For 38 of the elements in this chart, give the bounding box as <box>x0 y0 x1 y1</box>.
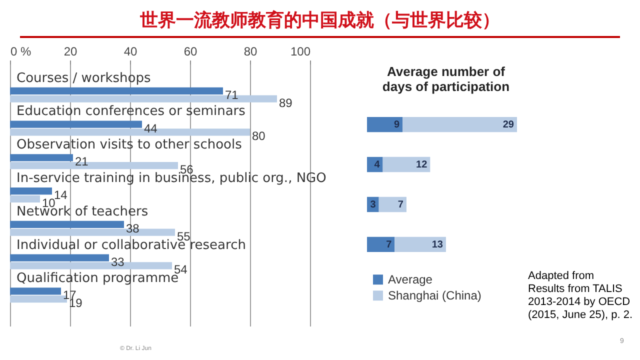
data-label: 9 <box>394 120 400 131</box>
data-label: 4 <box>374 160 380 171</box>
x-tick-label: 20 <box>64 44 78 58</box>
data-label: 7 <box>398 199 404 210</box>
x-tick-label: 0 % <box>10 44 32 58</box>
data-label: 80 <box>252 129 266 144</box>
x-tick-label: 80 <box>244 44 258 58</box>
bar <box>367 156 383 172</box>
bar <box>367 236 395 252</box>
data-label: 89 <box>279 96 293 110</box>
bar <box>402 116 517 132</box>
data-label: 3 <box>370 199 376 210</box>
data-label: 13 <box>432 239 444 250</box>
data-label: 14 <box>54 188 68 202</box>
data-label: 33 <box>111 254 125 269</box>
text: Adapted from Results from TALIS 2013-2014 by OECD (2015, June 25), p. 2. <box>528 270 633 322</box>
y-tick-label: Education conferences or seminars <box>16 104 246 120</box>
data-label: 29 <box>502 120 514 131</box>
bar <box>394 236 446 252</box>
bar <box>382 156 430 172</box>
y-tick-label: Courses / workshops <box>16 70 151 86</box>
data-label: 44 <box>144 121 158 136</box>
data-label: 71 <box>225 88 239 102</box>
y-tick-label: Observation visits to other schools <box>16 138 242 153</box>
legend-label: Shanghai (China) <box>388 288 482 303</box>
x-tick-label: 60 <box>184 44 198 58</box>
x-tick-label: 40 <box>124 44 138 58</box>
legend-label: Average <box>388 272 433 287</box>
data-label: 12 <box>416 160 428 171</box>
bar <box>378 196 406 212</box>
chart-title: 世界一流教师教育的中国成就（与世界比较） <box>139 9 501 32</box>
data-label: 7 <box>386 239 392 250</box>
x-tick-label: 100 <box>290 44 311 58</box>
data-label: 38 <box>126 221 140 236</box>
y-tick-label: Network of teachers <box>16 204 148 220</box>
bar <box>367 116 403 132</box>
chart-title: Average number of days of participation <box>381 64 511 94</box>
data-label: 21 <box>75 154 89 169</box>
